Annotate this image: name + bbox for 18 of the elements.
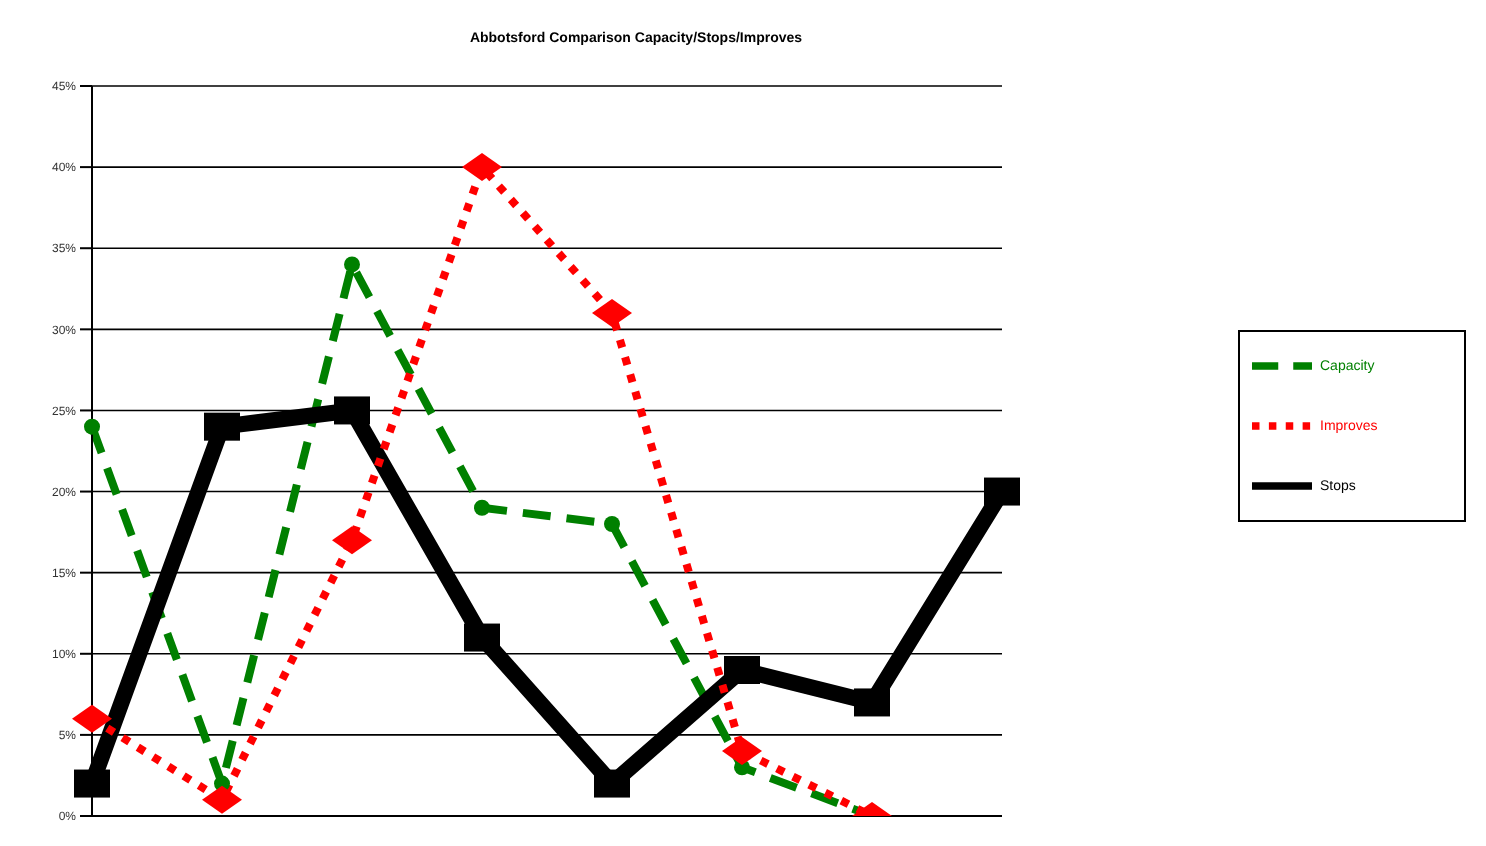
point <box>204 412 240 441</box>
point <box>462 153 502 182</box>
point <box>74 769 110 798</box>
point <box>72 704 112 733</box>
point <box>334 396 370 425</box>
point <box>202 785 242 814</box>
point <box>722 737 762 766</box>
point <box>724 656 760 684</box>
point <box>984 477 1020 506</box>
point <box>344 256 360 273</box>
point <box>592 299 632 328</box>
point <box>854 688 890 717</box>
point <box>332 526 372 555</box>
point <box>604 516 620 532</box>
point <box>464 623 500 652</box>
point <box>594 769 630 798</box>
point <box>474 499 490 516</box>
point <box>84 418 100 435</box>
